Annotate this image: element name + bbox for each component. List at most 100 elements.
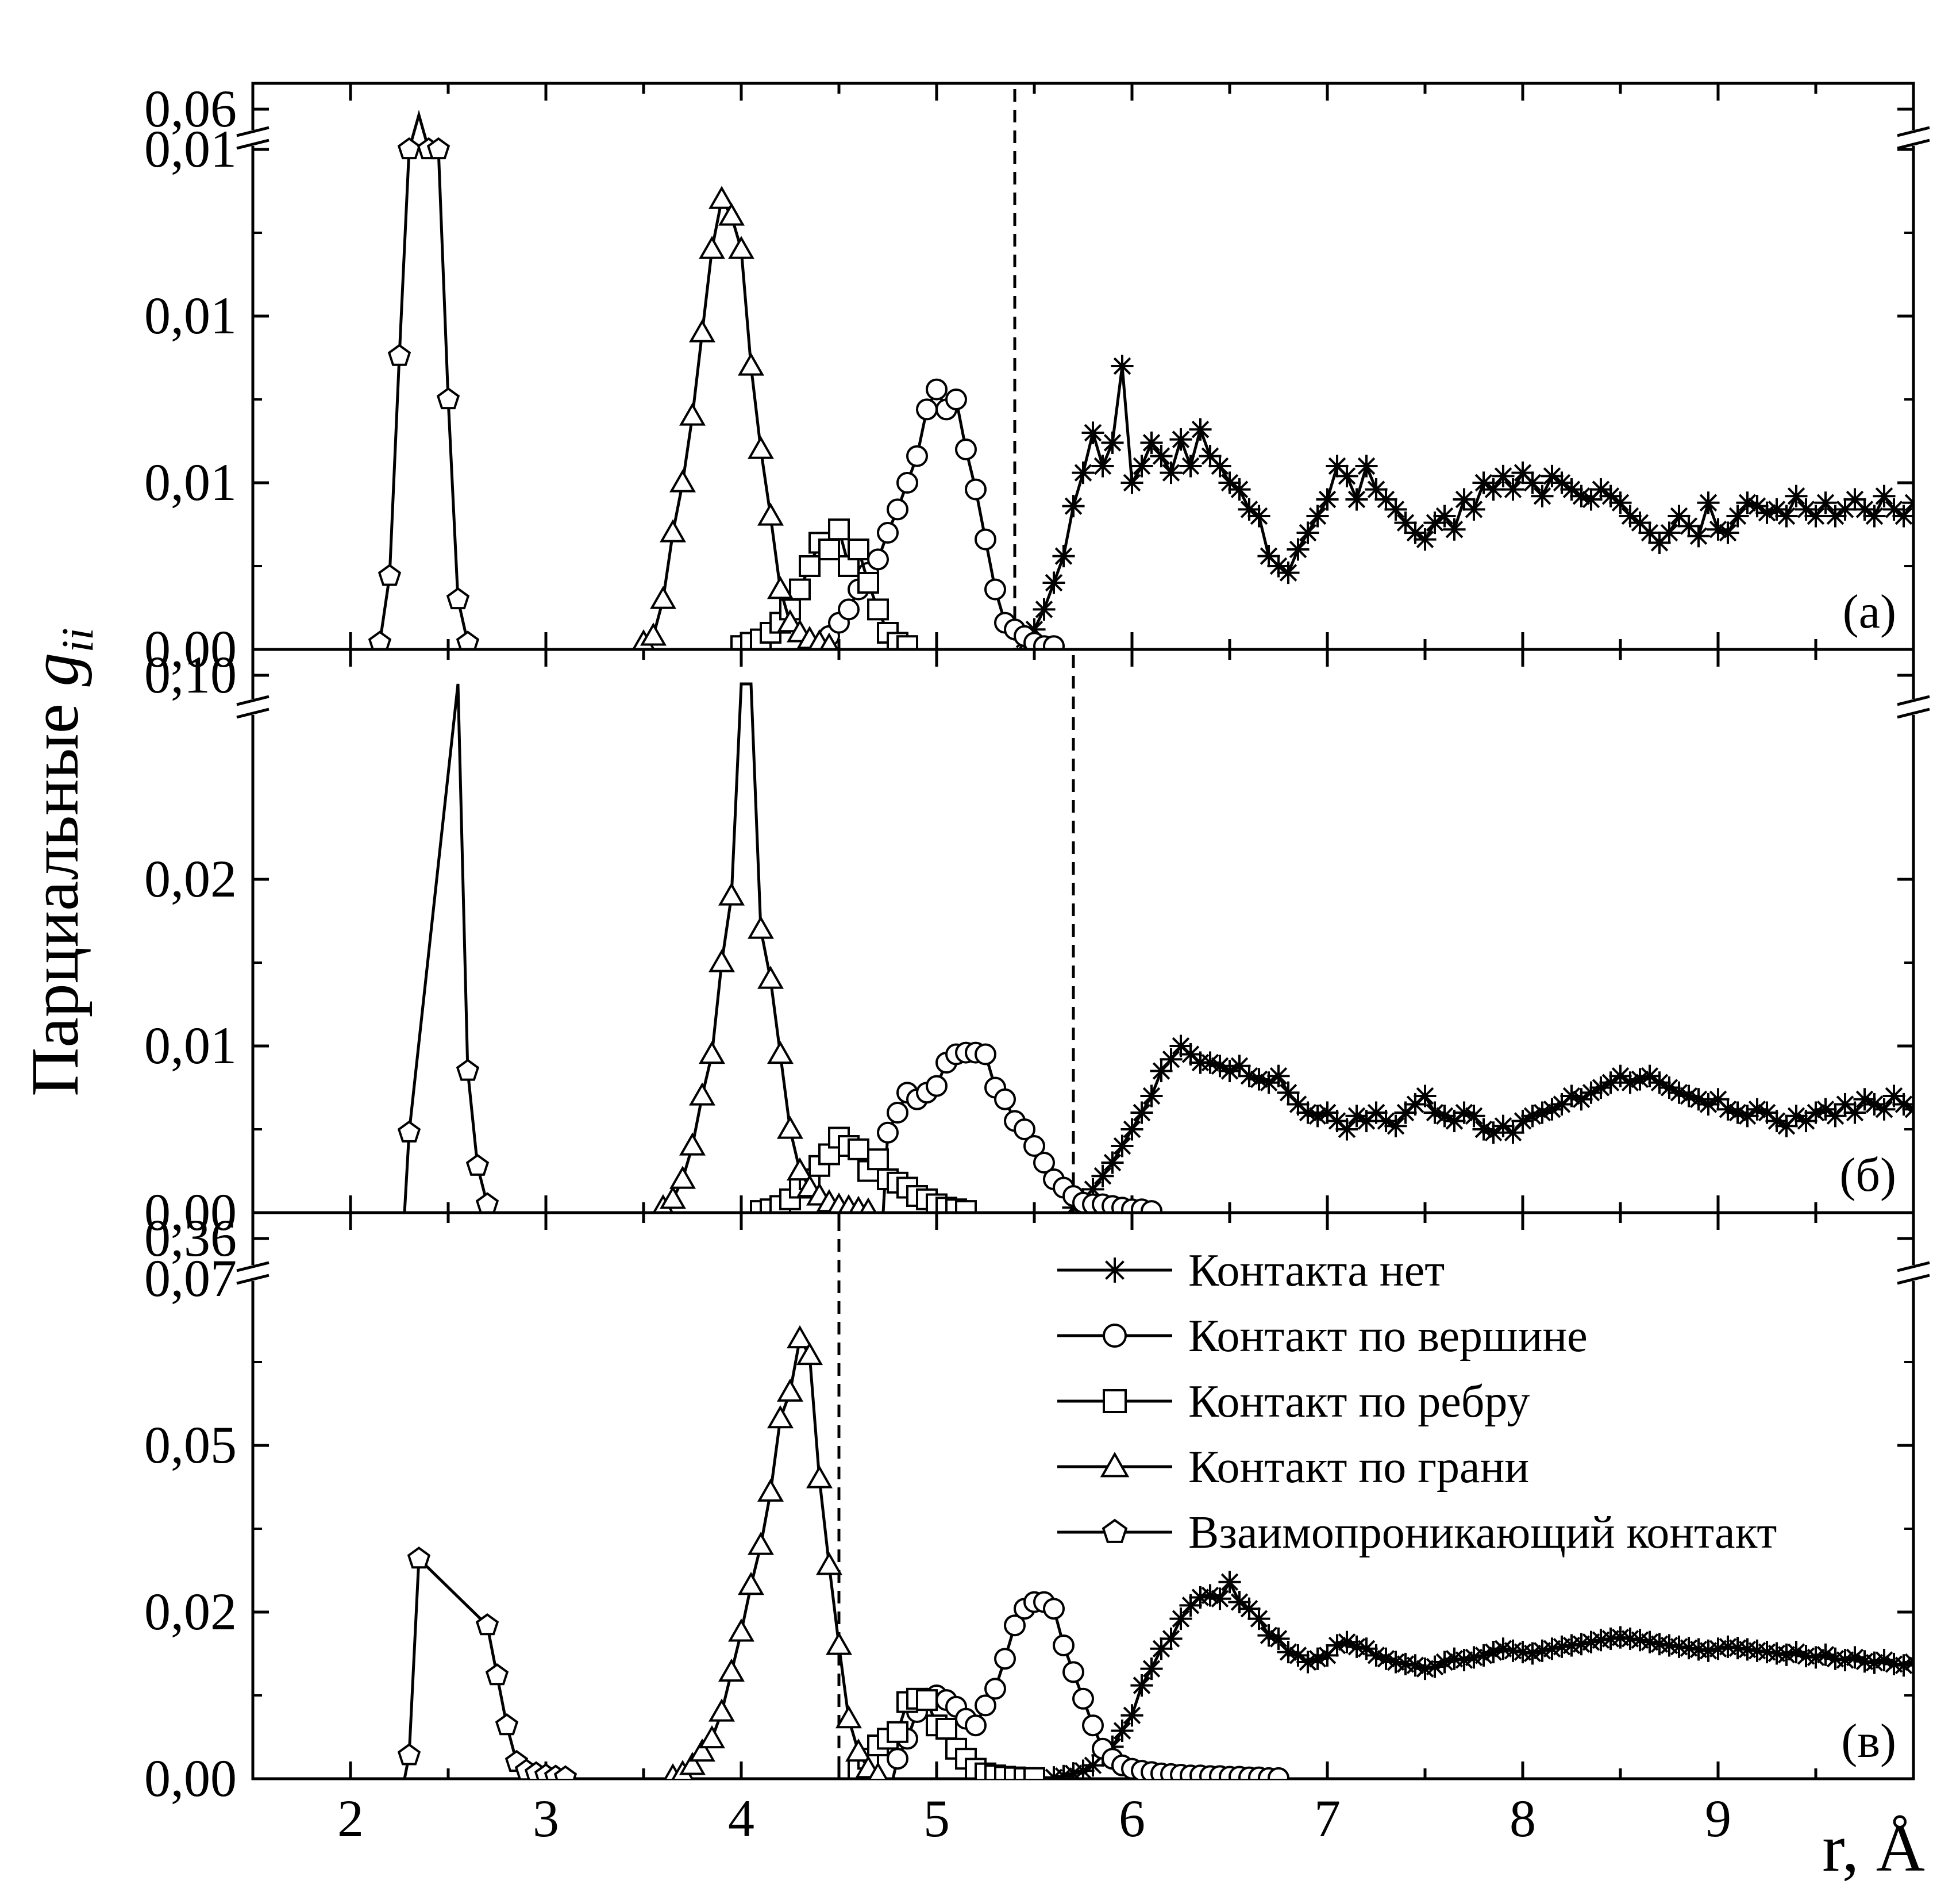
data-point-triangle	[718, 882, 745, 906]
data-point-triangle	[816, 1552, 842, 1575]
data-point-triangle	[787, 1157, 813, 1181]
data-point-triangle	[708, 949, 735, 972]
data-point-triangle	[660, 519, 686, 543]
data-point-circle	[945, 389, 967, 410]
y-tick-label: 0,06	[144, 79, 237, 138]
data-point-pentagon	[456, 630, 480, 649]
data-point-circle	[877, 1121, 899, 1144]
data-point-star	[1111, 1719, 1134, 1743]
data-point-triangle	[640, 622, 667, 646]
data-point-circle	[877, 522, 899, 544]
data-point-circle	[1023, 1135, 1045, 1157]
data-point-circle	[926, 1075, 948, 1097]
data-point-star	[1130, 1674, 1153, 1697]
data-point-circle	[916, 398, 938, 421]
data-point-star	[1775, 505, 1798, 528]
data-point-triangle	[718, 1658, 745, 1682]
data-point-pentagon	[465, 1153, 490, 1176]
data-point-star	[1785, 1105, 1808, 1128]
data-point-star	[1384, 498, 1407, 521]
data-point-star	[1111, 1134, 1134, 1157]
data-point-star	[1453, 1648, 1476, 1672]
data-point-star	[1247, 505, 1270, 528]
data-point-star	[1843, 1101, 1866, 1124]
data-point-star	[1824, 1105, 1847, 1128]
square-icon	[1103, 1389, 1127, 1413]
axis-break-mark	[1897, 707, 1930, 719]
data-point-star	[1072, 461, 1095, 484]
data-point-circle	[1014, 1118, 1035, 1140]
data-point-star	[1814, 1643, 1837, 1666]
data-point-star	[1140, 1084, 1163, 1107]
y-axis-label-symbol: g	[17, 653, 93, 687]
data-point-circle	[955, 439, 977, 460]
data-point-star	[1277, 561, 1300, 584]
data-point-star	[1511, 461, 1534, 484]
legend: Контакта нет Контакт по вершине Контакт по…	[1057, 1245, 1777, 1558]
data-point-triangle	[767, 1040, 794, 1064]
data-point-square	[848, 539, 869, 560]
panel-label: (в)	[1841, 1714, 1896, 1768]
data-point-triangle	[738, 1572, 764, 1595]
data-point-triangle	[767, 576, 794, 599]
data-point-star	[1843, 1646, 1866, 1669]
data-point-star	[1501, 1121, 1524, 1144]
data-point-pentagon	[397, 1743, 421, 1766]
data-point-triangle	[826, 1632, 852, 1655]
data-point-triangle	[777, 609, 803, 633]
data-point-star	[1404, 1654, 1427, 1677]
data-point-star	[1892, 505, 1913, 528]
data-point-star	[1814, 491, 1837, 514]
data-point-star	[1179, 455, 1202, 478]
data-point-triangle	[757, 1478, 784, 1502]
data-point-triangle	[679, 1752, 706, 1775]
series-line-star	[1018, 366, 1913, 649]
data-point-square	[828, 518, 850, 541]
chart-panel-3: 0,00 0,02 0,05 0,070,36 (в)	[144, 1209, 1931, 1807]
data-point-triangle	[660, 1186, 686, 1209]
legend-label: Контакт по грани	[1188, 1442, 1529, 1493]
data-point-star	[1414, 528, 1437, 551]
y-tick-label: 0,36	[144, 1209, 237, 1267]
data-point-star	[1726, 1101, 1749, 1124]
data-point-star	[1150, 445, 1173, 468]
data-point-triangle	[787, 1325, 813, 1349]
data-point-triangle	[859, 1197, 877, 1213]
data-point-star	[1863, 505, 1886, 528]
x-axis-label: r, Å	[1822, 1810, 1925, 1886]
data-point-star	[1033, 598, 1056, 621]
y-axis-label: Парциальные gii	[17, 628, 102, 1097]
data-point-star	[1316, 488, 1339, 511]
data-point-triangle	[845, 1739, 872, 1762]
data-point-star	[1218, 471, 1241, 494]
data-point-star	[1345, 488, 1368, 511]
series-line-star	[1049, 1579, 1913, 1779]
x-tick-label: 9	[1705, 1789, 1731, 1848]
data-point-pentagon	[436, 387, 460, 410]
axis-break-mark	[236, 1274, 269, 1285]
data-point-star	[1902, 1098, 1913, 1121]
y-tick-label: 0,07	[144, 1249, 237, 1307]
x-tick-label: 2	[337, 1789, 364, 1848]
x-tick-label: 3	[533, 1789, 559, 1848]
data-point-star	[1247, 1068, 1270, 1091]
data-point-circle	[896, 472, 918, 494]
data-point-star	[1335, 1118, 1358, 1141]
data-point-triangle	[699, 236, 725, 259]
data-point-star	[1433, 505, 1456, 528]
data-point-pentagon	[397, 1120, 421, 1143]
x-tick-label: 6	[1119, 1789, 1145, 1848]
data-point-circle	[1062, 1661, 1084, 1683]
data-point-circle	[906, 445, 928, 467]
data-point-star	[1374, 1647, 1397, 1670]
axis-break-mark	[236, 139, 269, 150]
data-point-star	[1414, 1084, 1437, 1107]
star-icon	[1102, 1257, 1127, 1283]
data-point-pentagon	[495, 1713, 519, 1736]
data-point-star	[1863, 1651, 1886, 1674]
data-point-star	[1130, 1101, 1153, 1124]
data-point-star	[1062, 495, 1085, 518]
data-point-star	[1492, 464, 1515, 487]
data-point-triangle	[728, 236, 754, 259]
data-point-star	[1052, 545, 1075, 568]
